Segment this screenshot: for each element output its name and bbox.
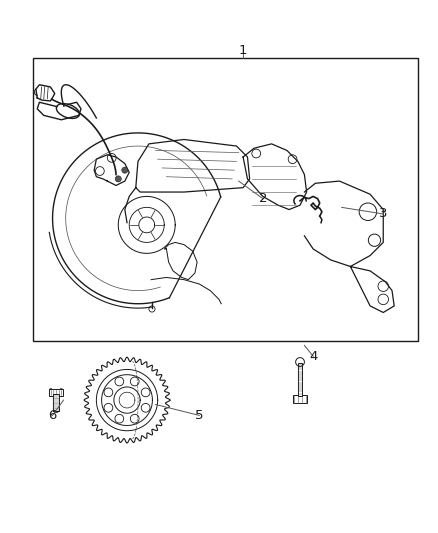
Bar [53, 394, 59, 411]
Bar [298, 363, 302, 395]
Bar [33, 59, 418, 341]
Text: 2: 2 [258, 192, 267, 205]
Bar [293, 395, 307, 403]
Text: 3: 3 [379, 207, 388, 221]
Circle shape [115, 176, 121, 182]
Text: 4: 4 [309, 350, 318, 363]
Bar [49, 389, 63, 395]
Circle shape [122, 167, 128, 173]
Text: 6: 6 [48, 409, 57, 422]
Text: 5: 5 [195, 409, 204, 422]
Text: 1: 1 [239, 44, 247, 57]
